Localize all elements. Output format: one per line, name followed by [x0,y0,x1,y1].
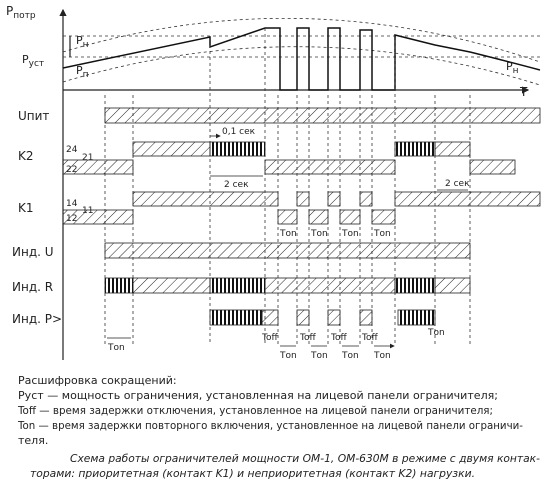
axis-label: Pн [506,60,519,76]
ton-label: Tоn [279,229,297,239]
ton-label: Tоn [373,351,391,361]
time-label: 2 сек [445,179,470,189]
legend-line: теля. [18,434,48,447]
row-label: K1 [18,201,34,215]
toff-label: Toff [330,333,347,343]
contact: 14 [66,199,78,209]
legend-title: Расшифровка сокращений: [18,374,177,387]
row-label: Uпит [18,109,49,123]
axis-label: Pн [76,34,89,50]
ton-label: Tоn [279,351,297,361]
contact: 12 [66,214,77,224]
legend-line: Ton — время задержки повторного включени… [17,419,523,432]
time-label: 2 сек [224,180,249,190]
caption: торами: приоритетная (контакт K1) и непр… [30,467,475,480]
contact: 11 [82,206,93,216]
guides [104,28,471,345]
axis-label: Pп [76,64,89,80]
contact: 22 [66,165,77,175]
axis-label: Pуст [22,53,44,69]
ton-label: Tоn [107,343,125,353]
legend: Расшифровка сокращений: Pуст — мощность … [17,374,540,480]
signals [62,107,541,346]
axes [59,8,541,360]
toff-label: Toff [261,333,278,343]
ton-label: Tоn [310,351,328,361]
contact: 21 [82,153,93,163]
ton-label: Tоn [427,328,445,338]
legend-line: Pуст — мощность ограничения, установленн… [18,389,498,402]
row-label: Инд. R [12,280,53,294]
ton-label: Tоn [373,229,391,239]
ton-label: Tоn [341,229,359,239]
row-label: Инд. P> [12,312,62,326]
time-label: 0,1 сек [222,127,256,137]
axis-label: T [519,85,528,99]
ton-label: Tоn [341,351,359,361]
caption: Схема работы ограничителей мощности ОМ-1… [70,452,540,465]
ton-label: Tоn [310,229,328,239]
axis-label: Pпотр [6,4,36,21]
labels: Pпотр Pн Pуст Pп Pн T Uпит K2 K1 Инд. U … [6,4,528,361]
contact: 24 [66,145,78,155]
row-label: K2 [18,149,34,163]
toff-label: Toff [299,333,316,343]
row-label: Инд. U [12,245,54,259]
toff-label: Toff [361,333,378,343]
legend-line: Toff — время задержки отключения, устано… [17,404,493,417]
